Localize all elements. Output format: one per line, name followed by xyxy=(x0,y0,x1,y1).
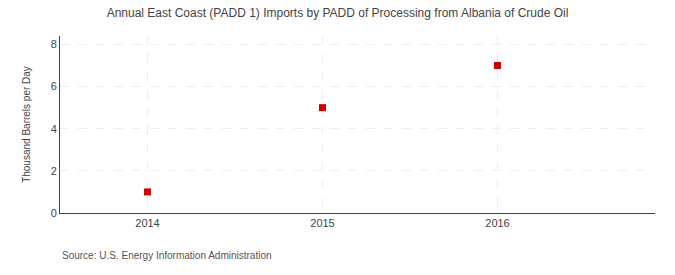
svg-text:2: 2 xyxy=(51,165,57,177)
svg-text:Source: U.S. Energy Informatio: Source: U.S. Energy Information Administ… xyxy=(62,250,272,261)
svg-text:Annual East Coast (PADD 1) Imp: Annual East Coast (PADD 1) Imports by PA… xyxy=(107,6,569,20)
svg-text:2016: 2016 xyxy=(485,217,509,229)
svg-text:2014: 2014 xyxy=(135,217,159,229)
svg-text:6: 6 xyxy=(51,80,57,92)
svg-text:2015: 2015 xyxy=(310,217,334,229)
svg-text:0: 0 xyxy=(51,207,57,219)
svg-text:Thousand Barrels per Day: Thousand Barrels per Day xyxy=(21,66,32,183)
svg-text:4: 4 xyxy=(51,123,57,135)
svg-text:8: 8 xyxy=(51,38,57,50)
